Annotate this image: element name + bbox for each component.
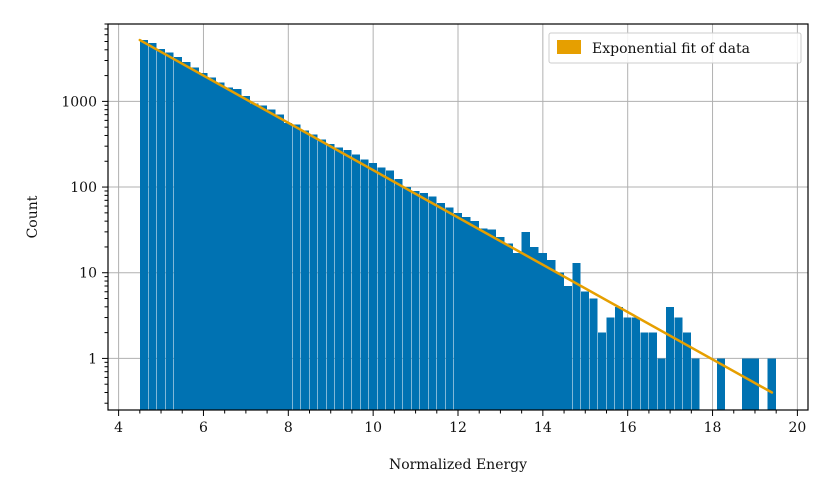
histogram-bar bbox=[521, 231, 530, 410]
legend-swatch bbox=[557, 40, 581, 54]
histogram-bar bbox=[318, 139, 327, 410]
histogram-bar bbox=[250, 103, 259, 411]
histogram-bar bbox=[292, 124, 301, 410]
legend-label: Exponential fit of data bbox=[592, 41, 750, 57]
y-tick-label: 1 bbox=[88, 351, 97, 367]
y-tick-label: 10 bbox=[79, 266, 97, 282]
histogram-bar bbox=[547, 260, 556, 410]
histogram-bar bbox=[614, 306, 624, 410]
y-tick-label: 1000 bbox=[61, 94, 97, 110]
histogram-bar bbox=[665, 306, 675, 410]
histogram-bar bbox=[368, 163, 378, 410]
x-tick-label: 12 bbox=[449, 420, 467, 436]
histogram-bar bbox=[674, 317, 683, 410]
histogram-bar bbox=[513, 252, 522, 410]
histogram-bar bbox=[742, 358, 751, 410]
histogram-bar bbox=[241, 96, 250, 410]
histogram-bar bbox=[351, 154, 361, 410]
x-tick-label: 10 bbox=[364, 420, 382, 436]
x-axis-label: Normalized Energy bbox=[389, 457, 527, 473]
histogram-bar bbox=[648, 332, 658, 410]
histogram-bar bbox=[564, 286, 573, 410]
histogram-bar bbox=[258, 105, 267, 410]
histogram-bar bbox=[479, 228, 488, 410]
histogram-bar bbox=[173, 56, 182, 410]
histogram-bar bbox=[190, 67, 199, 410]
histogram-bar bbox=[682, 332, 692, 410]
histogram-bar bbox=[623, 317, 632, 410]
histogram-bar bbox=[598, 332, 607, 410]
y-tick-label: 100 bbox=[70, 180, 97, 196]
histogram-bar bbox=[411, 190, 420, 410]
histogram-bar bbox=[428, 196, 437, 410]
histogram-bar bbox=[657, 358, 666, 410]
histogram-bar bbox=[606, 317, 615, 410]
histogram-bar bbox=[360, 159, 369, 410]
histogram-bar bbox=[445, 207, 454, 410]
histogram-bar bbox=[139, 40, 149, 410]
histogram-bar bbox=[284, 122, 293, 410]
histogram-bar bbox=[402, 187, 412, 410]
histogram-bar bbox=[334, 147, 344, 410]
histogram-bar bbox=[267, 109, 276, 411]
exponential-fit-line bbox=[138, 38, 774, 394]
histogram-bar bbox=[538, 252, 547, 410]
histogram-bar bbox=[182, 61, 191, 411]
histogram-bar bbox=[165, 52, 174, 410]
histogram-bar bbox=[767, 358, 776, 410]
legend: Exponential fit of data bbox=[548, 32, 802, 64]
x-tick-label: 16 bbox=[619, 420, 637, 436]
histogram-bar bbox=[224, 87, 233, 410]
histogram-bar bbox=[233, 88, 242, 410]
histogram-bar bbox=[419, 193, 429, 410]
histogram-bar bbox=[275, 114, 284, 411]
histogram-bar bbox=[691, 358, 700, 410]
x-axis: 4 6 8 10 12 14 16 18 20 bbox=[114, 410, 806, 436]
histogram-bar bbox=[156, 48, 165, 410]
histogram-bar bbox=[572, 262, 581, 410]
histogram-bar bbox=[462, 216, 471, 410]
histogram-bar bbox=[207, 77, 216, 410]
histogram-bar bbox=[581, 291, 590, 410]
histogram-bar bbox=[301, 130, 310, 411]
histogram-bar bbox=[436, 203, 445, 410]
legend-box bbox=[548, 32, 802, 64]
y-axis-label: Count bbox=[25, 195, 41, 238]
histogram-bar bbox=[309, 134, 318, 410]
histogram-bar bbox=[555, 272, 564, 410]
x-tick-label: 20 bbox=[788, 420, 806, 436]
histogram-bar bbox=[640, 332, 649, 410]
x-tick-label: 8 bbox=[284, 420, 293, 436]
fit-line-group bbox=[138, 38, 774, 394]
histogram-bar bbox=[148, 43, 157, 411]
x-tick-label: 14 bbox=[534, 420, 552, 436]
histogram-bar bbox=[504, 243, 513, 410]
histogram-bar bbox=[716, 358, 725, 410]
histogram-bar bbox=[394, 178, 403, 410]
histogram-bar bbox=[470, 221, 479, 410]
histogram-bar bbox=[496, 237, 505, 410]
histogram-bar bbox=[385, 170, 395, 410]
histogram-bar bbox=[530, 246, 539, 410]
histogram-bars bbox=[139, 40, 776, 411]
histogram-bar bbox=[216, 82, 225, 410]
histogram-bar bbox=[326, 143, 335, 410]
histogram-bar bbox=[589, 298, 598, 410]
histogram-bar bbox=[631, 317, 641, 410]
histogram-bar bbox=[199, 72, 208, 411]
y-axis: 1 10 100 1000 bbox=[61, 23, 108, 404]
histogram-bar bbox=[377, 167, 386, 410]
histogram-bar bbox=[453, 212, 462, 410]
x-tick-label: 6 bbox=[199, 420, 208, 436]
histogram-bar bbox=[487, 229, 496, 410]
x-tick-label: 18 bbox=[704, 420, 722, 436]
x-tick-label: 4 bbox=[114, 420, 123, 436]
histogram-bar bbox=[343, 150, 352, 410]
